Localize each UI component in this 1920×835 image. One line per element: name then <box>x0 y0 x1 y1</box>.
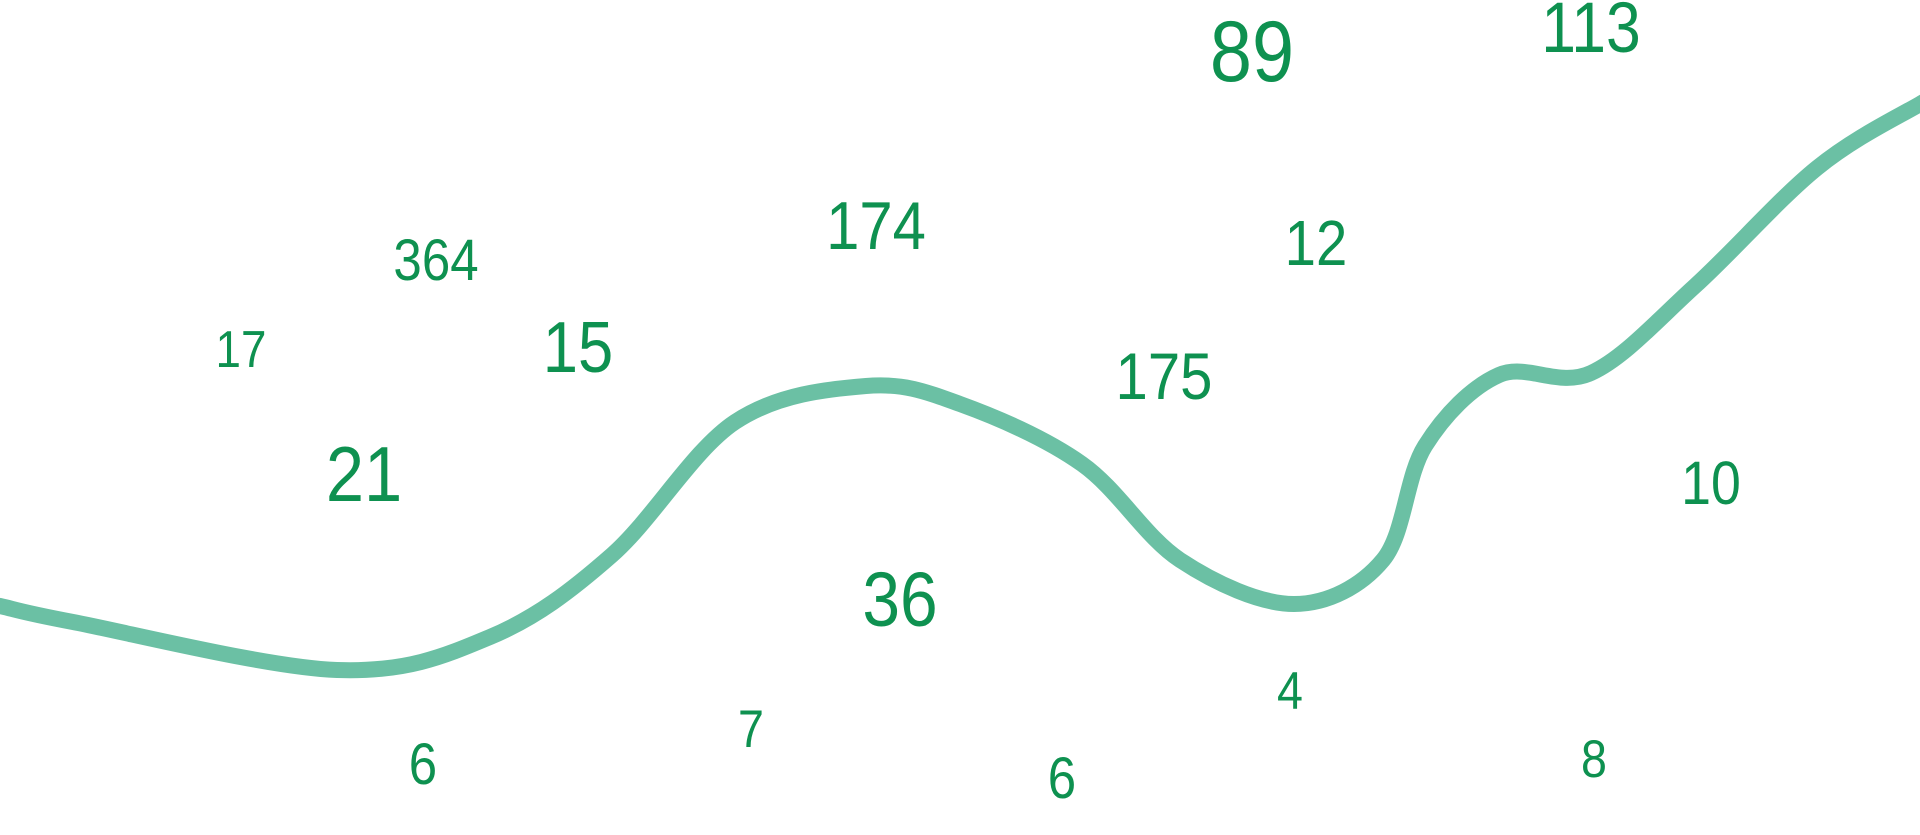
wavy-curve <box>0 94 1920 679</box>
number-label: 8 <box>1581 729 1607 788</box>
number-label: 364 <box>393 228 478 293</box>
number-label: 174 <box>826 187 926 263</box>
number-label: 175 <box>1116 341 1213 414</box>
number-label: 10 <box>1681 450 1741 518</box>
number-label: 15 <box>543 308 613 388</box>
number-label: 89 <box>1210 5 1294 101</box>
number-label: 7 <box>738 699 764 758</box>
number-label: 17 <box>216 321 267 378</box>
number-label: 21 <box>326 430 402 518</box>
number-label: 113 <box>1541 0 1641 68</box>
number-label: 36 <box>862 557 937 643</box>
number-label: 6 <box>1048 746 1076 811</box>
number-label: 6 <box>409 732 437 797</box>
number-label: 4 <box>1277 661 1303 720</box>
number-label: 12 <box>1285 207 1348 279</box>
